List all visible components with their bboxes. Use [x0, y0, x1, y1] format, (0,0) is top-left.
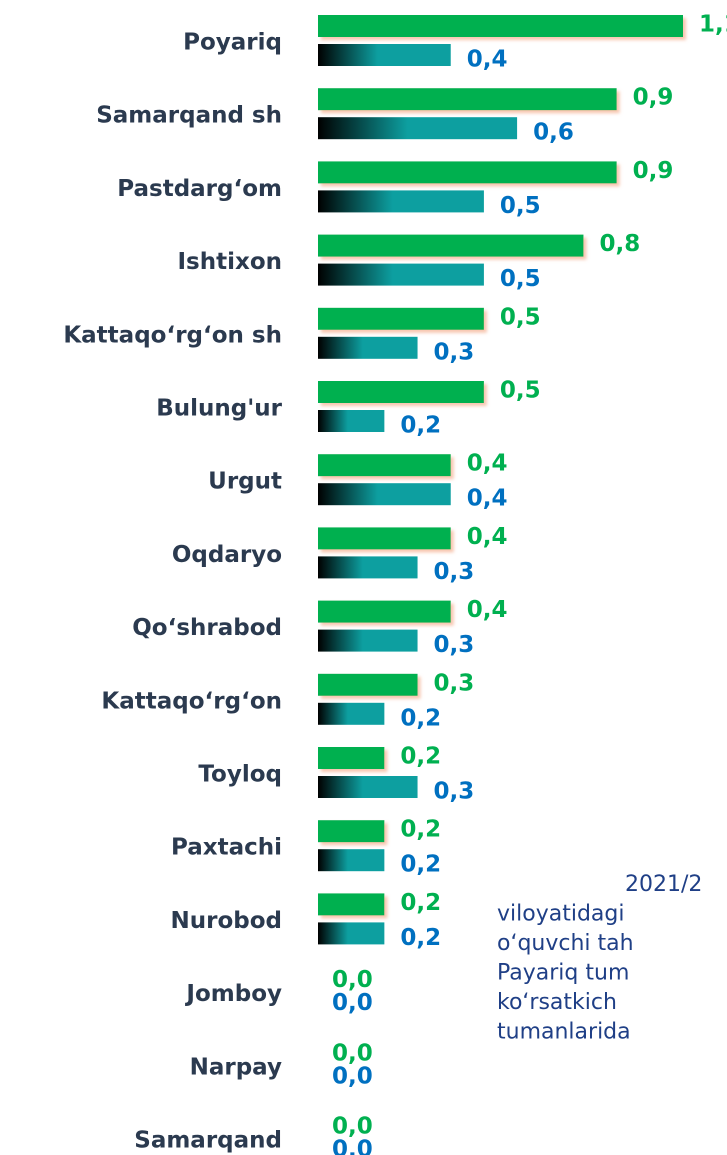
category-label: Oqdaryo — [172, 542, 282, 568]
value-label: 0,2 — [400, 744, 441, 770]
value-label: 0,0 — [332, 967, 373, 993]
value-label: 0,3 — [434, 559, 475, 585]
value-label: 0,2 — [400, 705, 441, 731]
value-label: 0,4 — [467, 486, 508, 512]
category-label: Paxtachi — [171, 835, 282, 861]
blue-bar — [318, 556, 418, 579]
value-label: 0,5 — [500, 266, 541, 292]
green-bar — [318, 820, 385, 843]
category-label: Toyloq — [198, 762, 282, 788]
value-label: 0,5 — [500, 378, 541, 404]
blue-bar — [318, 117, 518, 140]
green-bar — [318, 893, 385, 916]
annotation-text: tumanlarida — [497, 1020, 631, 1045]
value-label: 0,4 — [467, 47, 508, 73]
blue-bar — [318, 336, 418, 359]
blue-bar — [318, 849, 385, 872]
category-label: Urgut — [208, 469, 282, 495]
annotation-text: Payariq tum — [497, 961, 629, 986]
blue-bar — [318, 776, 418, 798]
blue-bar — [318, 44, 451, 66]
annotation-text: 2021/2 — [625, 872, 702, 897]
value-label: 0,6 — [533, 120, 574, 146]
green-bar — [318, 600, 451, 623]
value-label: 0,3 — [434, 670, 475, 696]
blue-bar — [318, 702, 385, 725]
green-bar — [318, 747, 385, 769]
value-label: 0,5 — [500, 304, 541, 330]
value-label: 0,2 — [400, 890, 441, 916]
value-label: 0,4 — [467, 597, 508, 623]
value-label: 0,2 — [400, 817, 441, 843]
green-bar — [318, 527, 451, 550]
green-bar — [318, 307, 484, 330]
green-bar — [318, 15, 683, 37]
green-bar — [318, 161, 617, 184]
value-label: 0,9 — [633, 158, 674, 184]
category-label: Nurobod — [171, 908, 283, 934]
category-label: Qo‘shrabod — [132, 615, 282, 641]
category-label: Samarqand sh — [96, 103, 282, 129]
value-label: 0,0 — [332, 1114, 373, 1140]
green-bar — [318, 673, 418, 696]
blue-bar — [318, 922, 385, 945]
green-bar — [318, 381, 484, 403]
category-label: Pastdarg‘om — [117, 176, 282, 202]
value-label: 0,5 — [500, 193, 541, 219]
value-label: 0,4 — [467, 451, 508, 477]
category-label: Jomboy — [184, 981, 282, 1007]
value-label: 1,1 — [699, 12, 727, 38]
value-label: 0,0 — [332, 1040, 373, 1066]
blue-bar — [318, 483, 451, 506]
value-label: 0,0 — [332, 1063, 373, 1089]
green-bar — [318, 454, 451, 477]
category-label: Ishtixon — [177, 249, 282, 275]
category-label: Samarqand — [134, 1128, 282, 1154]
value-label: 0,4 — [467, 524, 508, 550]
value-label: 0,2 — [400, 413, 441, 439]
annotation-text: ko‘rsatkich — [497, 990, 617, 1015]
category-label: Kattaqo‘rg‘on sh — [63, 322, 282, 348]
value-label: 0,0 — [332, 1137, 373, 1155]
annotation-text: viloyatidagi — [497, 902, 624, 927]
value-label: 0,8 — [599, 231, 640, 257]
category-label: Poyariq — [183, 30, 282, 56]
blue-bar — [318, 263, 484, 286]
blue-bar — [318, 190, 484, 213]
category-label: Bulung'ur — [156, 396, 282, 422]
blue-bar — [318, 410, 385, 432]
category-label: Narpay — [190, 1054, 282, 1080]
value-label: 0,9 — [633, 85, 674, 111]
value-label: 0,3 — [434, 779, 475, 805]
green-bar — [318, 234, 584, 257]
value-label: 0,0 — [332, 990, 373, 1016]
value-label: 0,3 — [434, 339, 475, 365]
value-label: 0,2 — [400, 852, 441, 878]
green-bar — [318, 88, 617, 111]
category-label: Kattaqo‘rg‘on — [101, 688, 282, 714]
blue-bar — [318, 629, 418, 652]
value-label: 0,3 — [434, 632, 475, 658]
value-label: 0,2 — [400, 925, 441, 951]
annotation-text: o‘quvchi tah — [497, 931, 634, 956]
